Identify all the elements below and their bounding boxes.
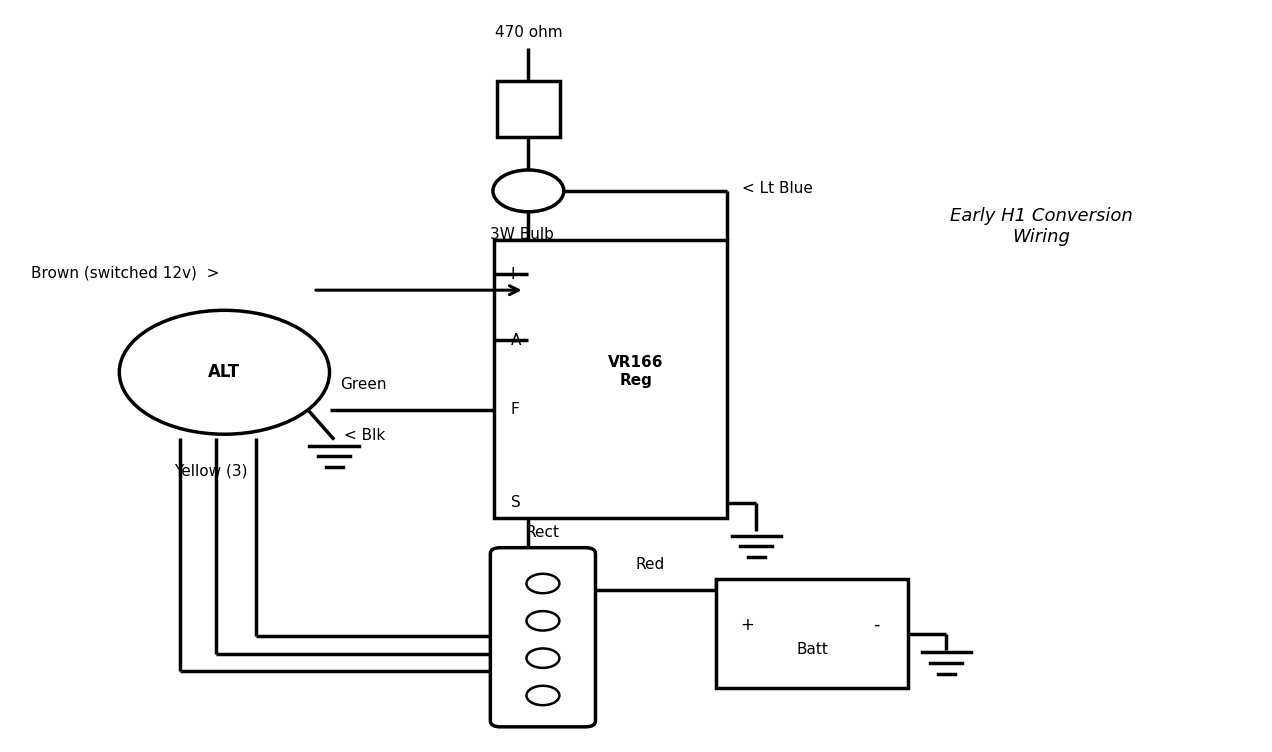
Bar [496,81,560,137]
Text: < Lt Blue: < Lt Blue [743,181,813,196]
Text: Rect: Rect [525,525,560,540]
Text: Red: Red [636,556,665,572]
Text: Batt: Batt [796,642,828,657]
Circle shape [527,574,560,593]
Text: 3W Bulb: 3W Bulb [490,226,555,241]
Text: A: A [510,332,522,347]
Circle shape [527,648,560,668]
Text: I: I [510,267,515,282]
Text: VR166
Reg: VR166 Reg [608,356,664,388]
Text: ALT: ALT [209,363,240,381]
Text: S: S [510,496,520,511]
Text: Green: Green [340,378,387,393]
Circle shape [527,611,560,630]
Text: Yellow (3): Yellow (3) [174,463,247,478]
Text: < Blk: < Blk [345,429,385,444]
Text: Brown (switched 12v)  >: Brown (switched 12v) > [31,265,219,280]
Circle shape [527,686,560,705]
Text: F: F [510,402,519,417]
Circle shape [120,311,329,434]
Text: +: + [740,616,754,634]
Bar [494,240,728,518]
Text: Early H1 Conversion
Wiring: Early H1 Conversion Wiring [950,208,1132,246]
Circle shape [492,170,563,212]
FancyBboxPatch shape [491,547,595,727]
Text: -: - [874,616,880,634]
Text: 470 ohm: 470 ohm [495,25,562,40]
Bar [716,579,908,688]
